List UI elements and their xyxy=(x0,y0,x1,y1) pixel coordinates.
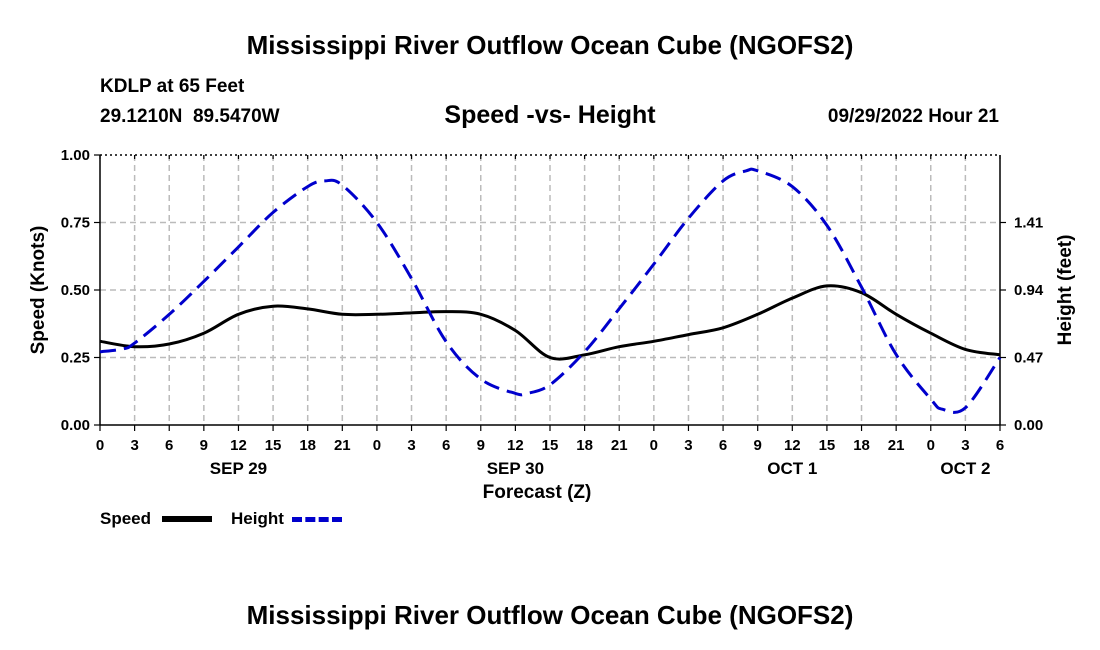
date-label: SEP 30 xyxy=(487,459,544,478)
x-tick-label: 21 xyxy=(611,437,628,454)
x-tick-label: 15 xyxy=(819,437,836,454)
y-axis-label: Speed (Knots) xyxy=(28,226,49,355)
y2-tick-label: 0.94 xyxy=(1014,282,1044,299)
footer-title: Mississippi River Outflow Ocean Cube (NG… xyxy=(246,600,854,630)
y2-tick-label: 1.41 xyxy=(1014,215,1043,232)
legend-speed-label: Speed xyxy=(100,509,152,528)
y-tick-label: 0.75 xyxy=(61,215,90,232)
x-tick-label: 9 xyxy=(754,437,762,454)
date-label: SEP 29 xyxy=(210,459,267,478)
legend-height-label: Height xyxy=(231,509,284,528)
x-tick-label: 12 xyxy=(230,437,247,454)
x-tick-label: 12 xyxy=(507,437,524,454)
x-tick-label: 3 xyxy=(961,437,969,454)
x-tick-label: 15 xyxy=(542,437,559,454)
x-tick-label: 21 xyxy=(334,437,351,454)
x-tick-label: 9 xyxy=(200,437,208,454)
speed-height-chart: 0 3 6 9 12 15 18 21 0 3 6 9 12 15 18 21 0 3 6 9 12 15 18 21 0 3 6 S… xyxy=(28,147,1076,478)
x-tick-label: 18 xyxy=(853,437,870,454)
y-tick-label: 0.00 xyxy=(61,417,90,434)
legend-height-swatch xyxy=(292,517,342,522)
x-tick-label: 3 xyxy=(684,437,692,454)
x-tick-label: 3 xyxy=(130,437,138,454)
x-tick-label: 0 xyxy=(373,437,381,454)
x-tick-label: 12 xyxy=(784,437,801,454)
station-label: KDLP at 65 Feet xyxy=(100,76,245,97)
date-label: OCT 1 xyxy=(767,459,817,478)
x-tick-label: 3 xyxy=(407,437,415,454)
x-tick-label: 0 xyxy=(650,437,658,454)
x-tick-label: 6 xyxy=(719,437,727,454)
y2-tick-label: 0.00 xyxy=(1014,417,1043,434)
x-tick-label: 6 xyxy=(996,437,1004,454)
y-tick-label: 0.25 xyxy=(61,350,90,367)
x-tick-label: 0 xyxy=(927,437,935,454)
date-label: OCT 2 xyxy=(940,459,990,478)
x-tick-label: 6 xyxy=(442,437,450,454)
x-tick-label: 18 xyxy=(576,437,593,454)
x-tick-label: 21 xyxy=(888,437,905,454)
y-tick-label: 0.50 xyxy=(61,282,90,299)
x-tick-label: 6 xyxy=(165,437,173,454)
chart-title: Mississippi River Outflow Ocean Cube (NG… xyxy=(246,30,854,60)
y2-axis-label: Height (feet) xyxy=(1055,235,1076,346)
x-tick-label: 18 xyxy=(299,437,316,454)
x-tick-label: 9 xyxy=(477,437,485,454)
coordinates-label: 29.1210N 89.5470W xyxy=(100,106,280,127)
series-line-height xyxy=(99,167,1002,414)
chart-subtitle: Speed -vs- Height xyxy=(444,101,656,129)
x-tick-label: 0 xyxy=(96,437,104,454)
timestamp-label: 09/29/2022 Hour 21 xyxy=(827,106,999,127)
x-tick-label: 15 xyxy=(265,437,282,454)
legend-speed-swatch xyxy=(162,516,212,522)
series-line-speed xyxy=(99,284,1001,361)
y2-tick-label: 0.47 xyxy=(1014,350,1043,367)
x-axis-label: Forecast (Z) xyxy=(482,482,592,503)
y-tick-label: 1.00 xyxy=(61,147,90,164)
